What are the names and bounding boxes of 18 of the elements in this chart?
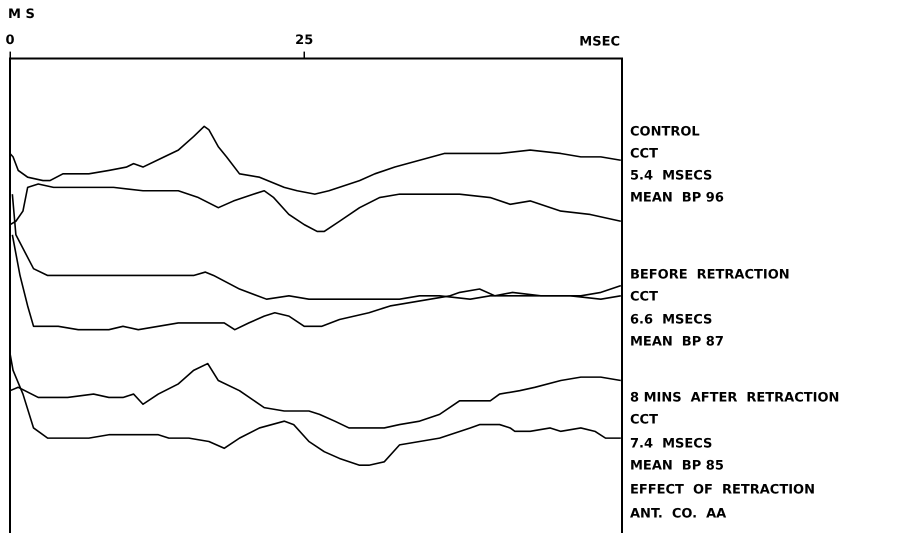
text: MEAN BP 87 [630, 334, 724, 350]
text: MEAN BP 85 [630, 458, 724, 474]
text: CCT [630, 412, 658, 428]
text: BEFORE RETRACTION [630, 267, 790, 282]
y-axis-title: M S [8, 6, 35, 22]
text: 6.6 MSECS [630, 312, 712, 328]
text: ANT. CO. AA [630, 506, 726, 522]
x-tick-label: 0 [5, 33, 15, 48]
text: 5.4 MSECS [630, 168, 712, 184]
x-axis-title: MSEC [579, 34, 620, 50]
text: CONTROL [630, 124, 700, 140]
text: MEAN BP 96 [630, 190, 724, 206]
x-tick-label: 25 [295, 33, 314, 48]
text: CCT [630, 289, 658, 304]
text: EFFECT OF RETRACTION [630, 482, 815, 498]
text: 8 MINS AFTER RETRACTION [630, 390, 840, 406]
text: 7.4 MSECS [630, 436, 712, 452]
text: CCT [630, 146, 658, 162]
